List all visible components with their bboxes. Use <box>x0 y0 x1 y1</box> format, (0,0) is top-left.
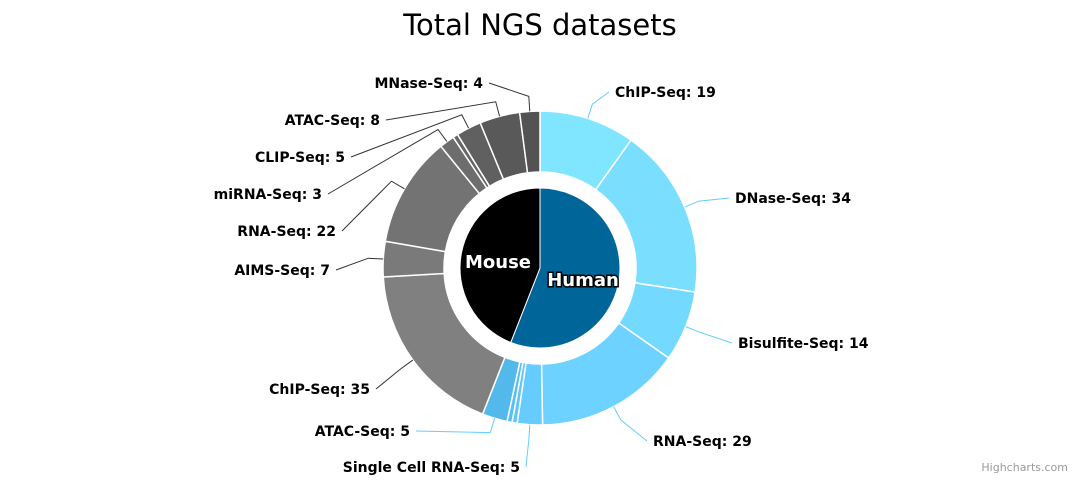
connector-line <box>415 418 496 434</box>
inner-label-mouse: Mouse <box>465 252 531 273</box>
connector-line <box>335 257 384 271</box>
chart-title: Total NGS datasets <box>403 8 677 42</box>
connector-line <box>587 91 610 119</box>
connector-line <box>525 424 531 468</box>
slice-label: DNase-Seq: 34 <box>735 191 851 207</box>
connector-line <box>684 197 730 208</box>
inner-label-human: Human <box>547 270 619 291</box>
credits-link[interactable]: Highcharts.com <box>981 461 1068 474</box>
slice-label: ATAC-Seq: 5 <box>315 424 410 440</box>
slice-label: ChIP-Seq: 19 <box>615 85 716 101</box>
slice-label: Single Cell RNA-Seq: 5 <box>343 460 520 476</box>
connector-line <box>327 128 448 195</box>
connector-line <box>385 101 501 121</box>
connector-line <box>341 180 405 232</box>
slice-label: CLIP-Seq: 5 <box>255 150 345 166</box>
inner-slice-human[interactable] <box>510 187 621 349</box>
slice-label: AIMS-Seq: 7 <box>234 263 330 279</box>
slice-label: miRNA-Seq: 3 <box>214 187 322 203</box>
connector-line <box>488 82 531 112</box>
connector-line <box>350 114 470 158</box>
slice-label: ChIP-Seq: 35 <box>269 382 370 398</box>
slice-label: MNase-Seq: 4 <box>374 76 483 92</box>
slice-label: RNA-Seq: 22 <box>237 224 336 240</box>
connector-line <box>375 359 414 390</box>
slice-label: Bisulfite-Seq: 14 <box>738 336 869 352</box>
slice-label: RNA-Seq: 29 <box>653 434 752 450</box>
inner-slice-mouse[interactable] <box>459 187 541 344</box>
outer-slice[interactable] <box>518 110 541 174</box>
slice-label: ATAC-Seq: 8 <box>285 113 380 129</box>
connector-line <box>685 326 733 344</box>
connector-line <box>613 406 648 442</box>
